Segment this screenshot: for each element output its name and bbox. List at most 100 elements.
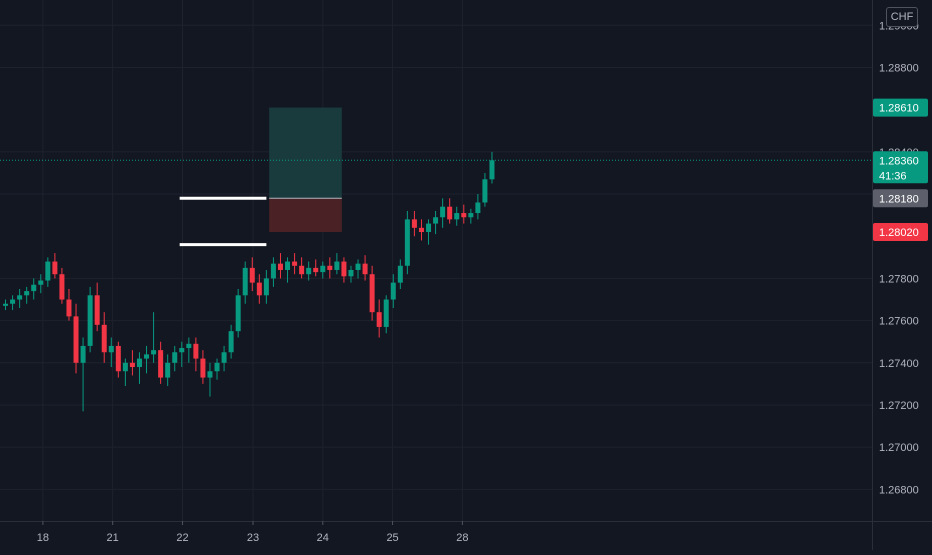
- candle[interactable]: [249, 257, 255, 292]
- candle[interactable]: [193, 337, 199, 372]
- candle[interactable]: [440, 198, 446, 228]
- candle[interactable]: [404, 210, 410, 275]
- candle[interactable]: [179, 341, 185, 368]
- candle[interactable]: [151, 312, 157, 363]
- candle[interactable]: [256, 274, 262, 304]
- horizontal-levels[interactable]: [179, 196, 267, 247]
- candle-body: [263, 278, 269, 296]
- candle[interactable]: [270, 257, 276, 287]
- candle[interactable]: [376, 299, 382, 338]
- candle[interactable]: [3, 299, 9, 311]
- candle[interactable]: [38, 274, 44, 294]
- candle[interactable]: [221, 345, 227, 372]
- candle-body: [320, 265, 326, 273]
- candle-body: [306, 267, 312, 275]
- loss-zone[interactable]: [269, 198, 342, 233]
- candle[interactable]: [447, 198, 453, 224]
- candle[interactable]: [73, 303, 79, 374]
- candle-body: [256, 282, 262, 296]
- candle-body: [87, 295, 93, 346]
- candle-body: [475, 202, 481, 214]
- candle[interactable]: [172, 345, 178, 372]
- candle[interactable]: [144, 345, 150, 374]
- candle-body: [362, 263, 368, 275]
- candle[interactable]: [200, 350, 206, 384]
- candle-body: [24, 291, 30, 296]
- candle[interactable]: [66, 288, 72, 321]
- candle[interactable]: [426, 219, 432, 245]
- candle[interactable]: [235, 288, 241, 338]
- candle[interactable]: [52, 253, 58, 279]
- candle-body: [17, 295, 23, 300]
- candle[interactable]: [207, 362, 213, 397]
- candle[interactable]: [129, 350, 135, 376]
- candle[interactable]: [369, 265, 375, 321]
- price-tick-label: 1.27200: [879, 400, 919, 412]
- candle[interactable]: [158, 341, 164, 384]
- candle[interactable]: [461, 204, 467, 224]
- candle[interactable]: [299, 257, 305, 279]
- candle[interactable]: [489, 151, 495, 184]
- candle-body: [221, 352, 227, 363]
- candle[interactable]: [320, 261, 326, 279]
- candle-body: [73, 316, 79, 363]
- candle[interactable]: [468, 208, 474, 224]
- candle[interactable]: [411, 210, 417, 237]
- candle[interactable]: [454, 206, 460, 226]
- candle[interactable]: [94, 282, 100, 332]
- candle[interactable]: [87, 286, 93, 353]
- candle[interactable]: [108, 337, 114, 368]
- candle[interactable]: [397, 259, 403, 289]
- candle[interactable]: [214, 358, 220, 380]
- candle[interactable]: [59, 267, 65, 304]
- candle-body: [101, 324, 107, 353]
- candle-body: [299, 265, 305, 275]
- profit-zone[interactable]: [269, 107, 342, 199]
- candle-body: [165, 362, 171, 378]
- candle[interactable]: [277, 253, 283, 279]
- candle[interactable]: [101, 312, 107, 363]
- candle[interactable]: [24, 286, 30, 304]
- candle-body: [249, 267, 255, 283]
- candle[interactable]: [348, 265, 354, 283]
- candle[interactable]: [355, 259, 361, 279]
- candle[interactable]: [292, 253, 298, 275]
- candle[interactable]: [228, 324, 234, 359]
- candle[interactable]: [341, 257, 347, 283]
- candles[interactable]: [3, 151, 495, 412]
- candle[interactable]: [10, 295, 16, 311]
- candle[interactable]: [186, 337, 192, 363]
- candle-body: [355, 263, 361, 270]
- candle[interactable]: [306, 261, 312, 281]
- candle[interactable]: [165, 354, 171, 387]
- candle[interactable]: [31, 278, 37, 300]
- candle[interactable]: [80, 337, 86, 412]
- candle[interactable]: [482, 172, 488, 207]
- candle[interactable]: [327, 257, 333, 279]
- currency-button[interactable]: CHF: [886, 7, 918, 27]
- long-position-tool[interactable]: [269, 107, 342, 233]
- candle[interactable]: [45, 257, 51, 287]
- candle[interactable]: [17, 288, 23, 308]
- candle[interactable]: [136, 352, 142, 384]
- candle[interactable]: [242, 261, 248, 304]
- candle[interactable]: [362, 255, 368, 281]
- candle[interactable]: [334, 253, 340, 275]
- candle-body: [411, 219, 417, 228]
- candle[interactable]: [433, 210, 439, 235]
- candle-body: [45, 261, 51, 281]
- candle[interactable]: [418, 219, 424, 241]
- candle[interactable]: [115, 341, 121, 378]
- candle[interactable]: [122, 358, 128, 387]
- candle[interactable]: [313, 259, 319, 277]
- candle[interactable]: [383, 295, 389, 334]
- candle[interactable]: [390, 274, 396, 308]
- candle-body: [200, 358, 206, 378]
- candle[interactable]: [475, 194, 481, 220]
- candle-body: [115, 345, 121, 372]
- price-tick-label: 1.27800: [879, 273, 919, 285]
- candle[interactable]: [263, 269, 269, 304]
- candle[interactable]: [285, 257, 291, 283]
